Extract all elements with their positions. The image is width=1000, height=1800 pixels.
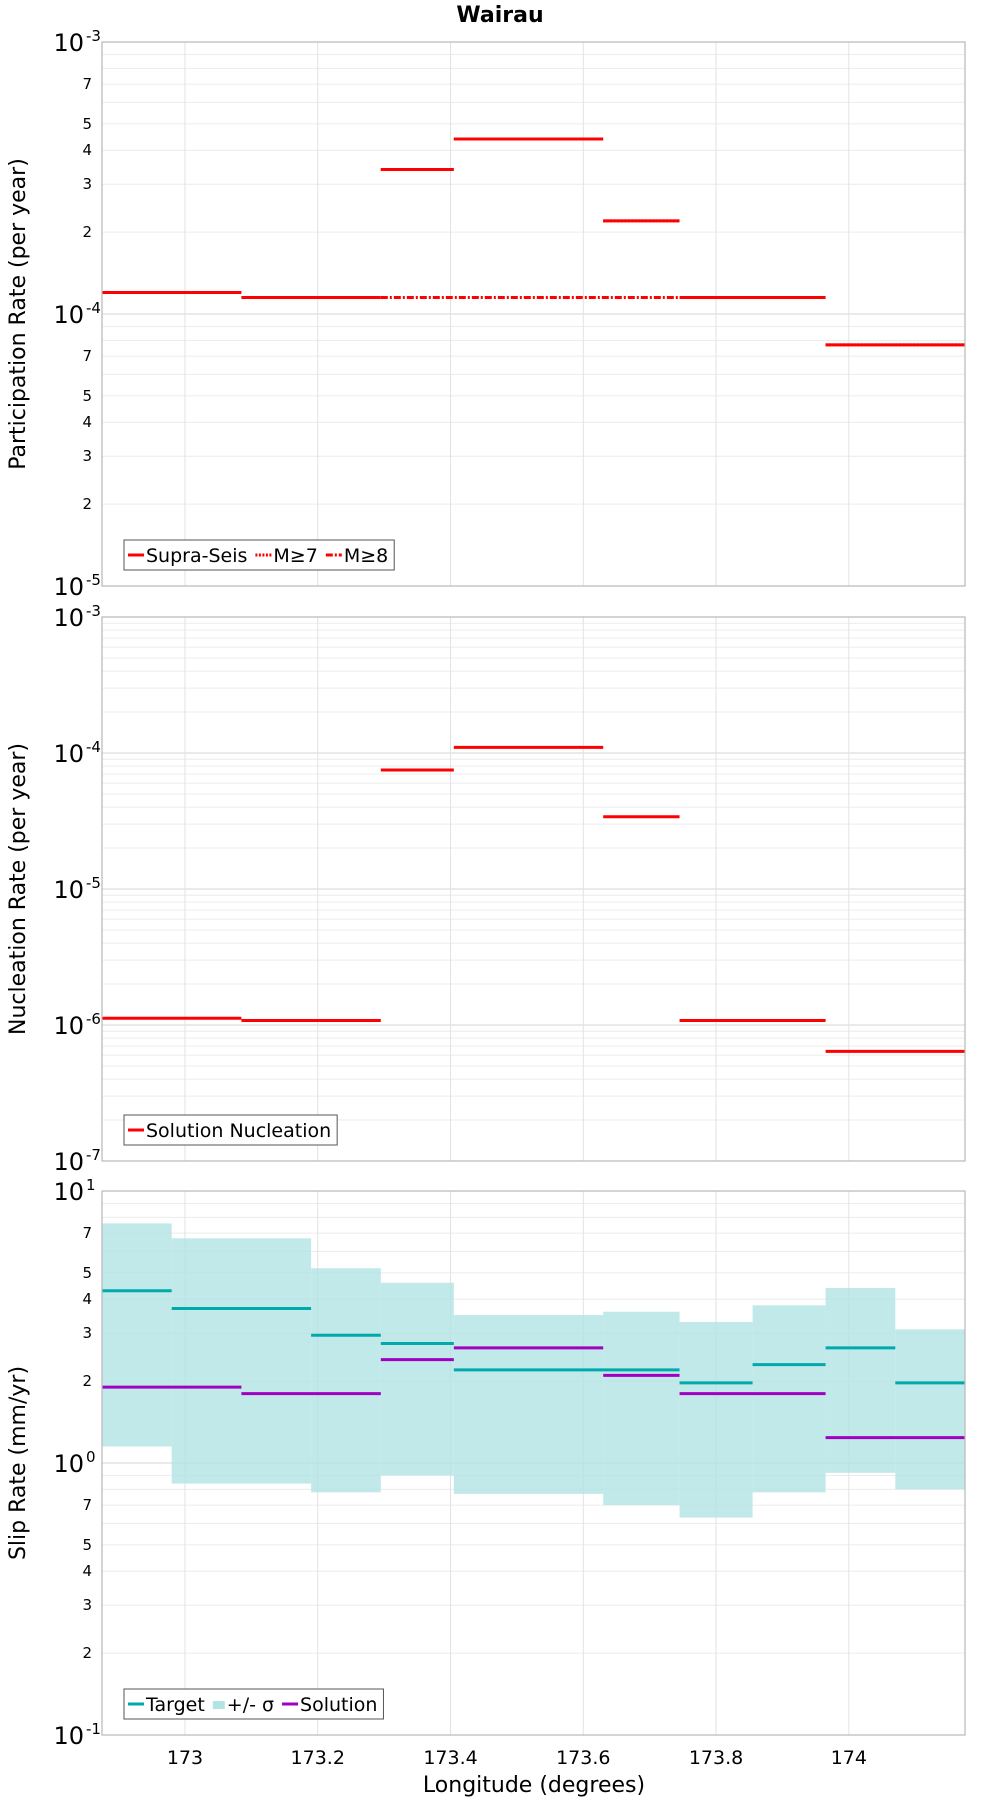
plot-frame <box>101 1190 966 1736</box>
legend-label: Solution Nucleation <box>146 1120 331 1142</box>
y-minor-tick-label: 2 <box>82 223 92 241</box>
y-minor-tick-label: 2 <box>82 1372 92 1390</box>
y-minor-tick-label: 2 <box>82 1644 92 1662</box>
series-Target <box>102 1289 965 1385</box>
y-tick-exponent: -5 <box>86 571 101 589</box>
band-segment <box>171 1238 312 1484</box>
legend-label: Supra-Seis <box>146 545 247 567</box>
series-Solution Nucleation <box>102 745 965 1053</box>
y-minor-tick-label: 4 <box>82 413 92 431</box>
y-tick-label: 10 <box>53 1722 84 1750</box>
series-M≥7 <box>102 137 965 347</box>
plot-frame <box>101 616 966 1162</box>
legend-label: Solution <box>300 1694 377 1716</box>
grid <box>102 42 965 587</box>
y-minor-tick-label: 7 <box>82 1496 92 1514</box>
y-tick-label: 10 <box>53 1012 84 1040</box>
y-tick-exponent: -7 <box>86 1146 101 1164</box>
y-minor-tick-label: 5 <box>82 115 92 133</box>
y-minor-tick-label: 3 <box>82 175 92 193</box>
band-segment <box>825 1287 896 1473</box>
y-tick-exponent: -5 <box>86 874 101 892</box>
y-axis-label: Slip Rate (mm/yr) <box>6 1366 31 1560</box>
y-tick-label: 10 <box>53 1148 84 1176</box>
band-segment <box>895 1329 965 1490</box>
y-minor-tick-label: 4 <box>82 141 92 159</box>
x-tick-label: 174 <box>831 1747 867 1769</box>
legend-frame <box>123 1114 338 1146</box>
y-minor-tick-label: 3 <box>82 1596 92 1614</box>
y-tick-exponent: -3 <box>86 602 101 620</box>
x-tick-label: 173.2 <box>291 1747 345 1769</box>
y-minor-tick-label: 5 <box>82 387 92 405</box>
x-tick-label: 173 <box>167 1747 203 1769</box>
y-minor-tick-label: 3 <box>82 1324 92 1342</box>
band-+/- σ <box>102 1223 965 1518</box>
y-tick-exponent: 0 <box>86 1448 96 1466</box>
legend-swatch <box>212 1701 225 1709</box>
y-tick-label: 10 <box>53 740 84 768</box>
band-segment <box>311 1268 381 1493</box>
series-Solution <box>102 1346 965 1440</box>
y-minor-tick-label: 4 <box>82 1290 92 1308</box>
y-minor-tick-label: 5 <box>82 1264 92 1282</box>
y-tick-label: 10 <box>53 1178 84 1206</box>
band-segment <box>380 1282 454 1476</box>
y-tick-exponent: 1 <box>86 1176 96 1194</box>
band-segment <box>752 1305 826 1493</box>
grid <box>102 617 965 1162</box>
legend-label: +/- σ <box>227 1694 274 1716</box>
y-tick-label: 10 <box>53 1450 84 1478</box>
y-minor-tick-label: 3 <box>82 447 92 465</box>
legend-label: Target <box>145 1694 205 1716</box>
x-tick-label: 173.6 <box>556 1747 610 1769</box>
legend-label: M≥7 <box>273 545 317 567</box>
y-minor-tick-label: 2 <box>82 495 92 513</box>
band-segment <box>679 1321 753 1518</box>
y-minor-tick-label: 7 <box>82 75 92 93</box>
y-tick-exponent: -3 <box>86 27 101 45</box>
y-tick-label: 10 <box>53 573 84 601</box>
band-segment <box>453 1315 604 1494</box>
plot-frame <box>101 41 966 587</box>
y-tick-label: 10 <box>53 29 84 57</box>
y-tick-label: 10 <box>53 604 84 632</box>
y-tick-exponent: -4 <box>86 738 101 756</box>
y-tick-exponent: -1 <box>86 1720 101 1738</box>
x-axis: 173 173.2 173.4 173.6 173.8 174 <box>167 1747 867 1769</box>
y-tick-exponent: -4 <box>86 299 101 317</box>
legend: Solution Nucleation <box>123 1114 338 1146</box>
y-tick-exponent: -6 <box>86 1010 101 1028</box>
band-segment <box>603 1311 680 1506</box>
chart-title: Wairau <box>456 3 543 28</box>
x-axis-label: Longitude (degrees) <box>423 1773 645 1798</box>
y-minor-tick-label: 4 <box>82 1562 92 1580</box>
x-tick-label: 173.8 <box>689 1747 743 1769</box>
y-minor-tick-label: 7 <box>82 347 92 365</box>
y-axis-label: Nucleation Rate (per year) <box>6 743 31 1035</box>
legend-label: M≥8 <box>344 545 388 567</box>
y-tick-label: 10 <box>53 876 84 904</box>
band-segment <box>102 1223 172 1447</box>
y-minor-tick-label: 7 <box>82 1224 92 1242</box>
legend-frame <box>123 1688 384 1720</box>
y-tick-label: 10 <box>53 301 84 329</box>
legend: Target +/- σ Solution <box>123 1688 384 1720</box>
y-minor-tick-label: 5 <box>82 1536 92 1554</box>
x-tick-label: 173.4 <box>423 1747 477 1769</box>
y-axis-label: Participation Rate (per year) <box>6 158 31 470</box>
legend: Supra-Seis M≥7 M≥8 <box>123 539 395 571</box>
